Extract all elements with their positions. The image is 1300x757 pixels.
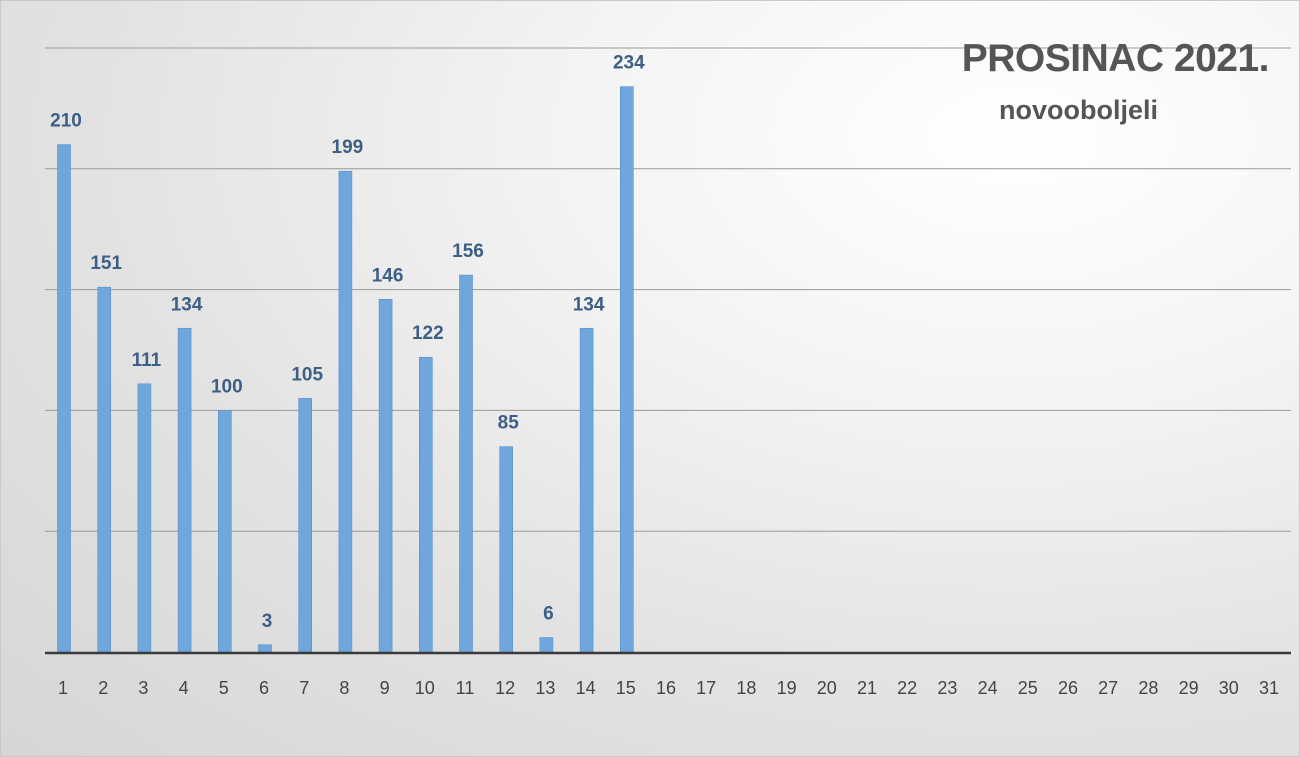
data-label: 85 xyxy=(498,413,520,434)
x-tick-label: 26 xyxy=(1058,678,1078,698)
data-label: 100 xyxy=(211,376,243,397)
x-tick-label: 11 xyxy=(456,678,475,698)
bar xyxy=(619,86,634,653)
x-tick-label: 18 xyxy=(736,678,756,698)
x-tick-label: 10 xyxy=(415,678,435,698)
data-labels: 210 151 111 134 100 3 105 199 146 122 156 85 6 134 234 xyxy=(50,53,645,632)
bar xyxy=(338,170,353,653)
x-tick-label: 29 xyxy=(1179,678,1199,698)
data-label: 199 xyxy=(332,137,364,158)
bar xyxy=(459,274,473,653)
bar xyxy=(499,446,514,653)
x-tick-label: 28 xyxy=(1138,678,1158,698)
data-label: 6 xyxy=(543,604,554,625)
x-tick-label: 13 xyxy=(535,678,555,698)
data-label: 122 xyxy=(412,323,444,344)
data-label: 134 xyxy=(171,294,203,315)
x-tick-label: 9 xyxy=(380,678,390,698)
bar xyxy=(258,644,272,653)
x-tick-label: 7 xyxy=(299,678,309,698)
data-label: 156 xyxy=(452,241,484,262)
data-label: 105 xyxy=(291,364,323,385)
bar xyxy=(298,398,313,653)
data-label: 111 xyxy=(132,350,162,371)
x-tick-label: 12 xyxy=(495,678,515,698)
data-label: 234 xyxy=(613,53,645,74)
data-label: 134 xyxy=(573,294,605,315)
x-tick-label: 2 xyxy=(98,678,108,698)
x-tick-label: 25 xyxy=(1018,678,1038,698)
x-tick-label: 23 xyxy=(937,678,957,698)
x-tick-label: 31 xyxy=(1259,678,1279,698)
x-tick-label: 27 xyxy=(1098,678,1118,698)
x-tick-label: 5 xyxy=(219,678,229,698)
bar xyxy=(378,298,393,653)
data-label: 151 xyxy=(90,253,122,274)
x-tick-label: 24 xyxy=(978,678,998,698)
x-tick-labels: 1 2 3 4 5 6 7 8 9 10 11 12 13 14 15 16 17 18 19 20 21 22 23 24 2… xyxy=(58,678,1279,698)
bar xyxy=(579,327,594,653)
x-tick-label: 15 xyxy=(616,678,636,698)
bar xyxy=(177,327,192,653)
chart-subtitle: novooboljeli xyxy=(999,95,1158,125)
data-label: 3 xyxy=(262,611,273,632)
bar xyxy=(137,383,152,653)
bars xyxy=(57,86,634,653)
x-tick-label: 20 xyxy=(817,678,837,698)
x-tick-label: 21 xyxy=(857,678,877,698)
data-label: 146 xyxy=(372,265,404,286)
x-tick-label: 17 xyxy=(696,678,716,698)
x-tick-label: 6 xyxy=(259,678,269,698)
bar xyxy=(418,356,433,653)
gridlines xyxy=(45,47,1291,532)
bar xyxy=(539,637,554,653)
x-tick-label: 30 xyxy=(1219,678,1239,698)
x-tick-label: 1 xyxy=(58,678,68,698)
bar xyxy=(218,410,232,653)
x-tick-label: 16 xyxy=(656,678,676,698)
bar xyxy=(97,286,111,653)
x-tick-label: 19 xyxy=(777,678,797,698)
x-tick-label: 14 xyxy=(576,678,596,698)
x-tick-label: 22 xyxy=(897,678,917,698)
chart-title: PROSINAC 2021. xyxy=(961,37,1270,80)
x-tick-label: 8 xyxy=(339,678,349,698)
x-tick-label: 3 xyxy=(138,678,148,698)
x-tick-label: 4 xyxy=(179,678,189,698)
data-label: 210 xyxy=(50,111,82,132)
bar xyxy=(57,144,71,653)
